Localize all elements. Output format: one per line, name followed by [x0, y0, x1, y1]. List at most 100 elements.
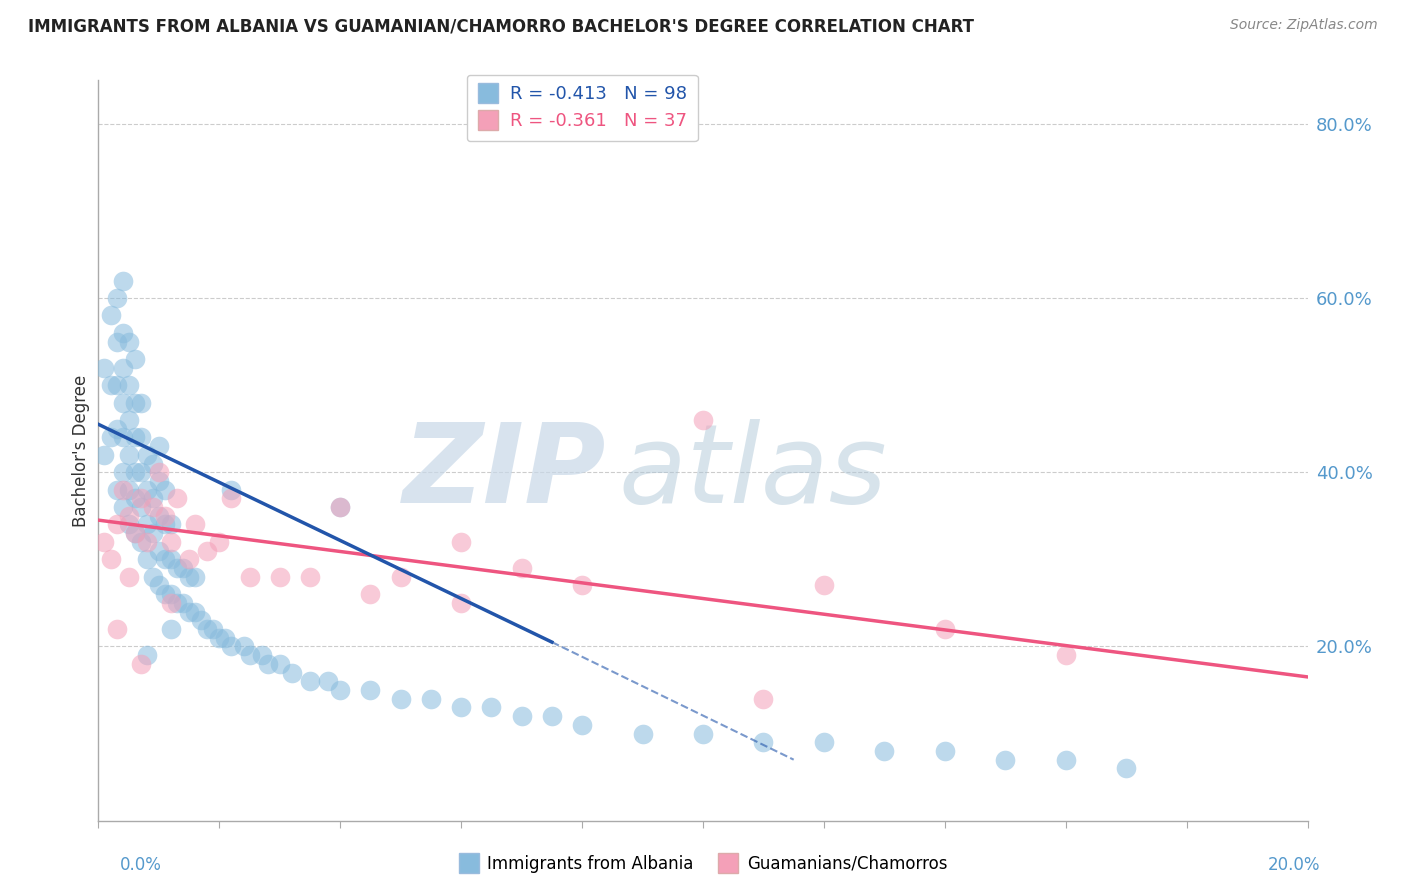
Legend: R = -0.413   N = 98, R = -0.361   N = 37: R = -0.413 N = 98, R = -0.361 N = 37 — [467, 75, 697, 141]
Point — [93, 535, 115, 549]
Point — [111, 483, 134, 497]
Point — [129, 430, 152, 444]
Point — [450, 700, 472, 714]
Point — [118, 483, 141, 497]
Point — [269, 657, 291, 671]
Point — [172, 561, 194, 575]
Point — [148, 543, 170, 558]
Point — [129, 535, 152, 549]
Point — [148, 578, 170, 592]
Point — [510, 561, 533, 575]
Point — [124, 491, 146, 506]
Point — [105, 334, 128, 349]
Point — [389, 570, 412, 584]
Point — [329, 683, 352, 698]
Point — [129, 491, 152, 506]
Point — [118, 508, 141, 523]
Point — [124, 465, 146, 479]
Point — [105, 378, 128, 392]
Point — [135, 648, 157, 662]
Point — [111, 274, 134, 288]
Point — [135, 483, 157, 497]
Point — [208, 631, 231, 645]
Point — [166, 596, 188, 610]
Point — [124, 395, 146, 409]
Point — [934, 622, 956, 636]
Point — [166, 491, 188, 506]
Point — [190, 613, 212, 627]
Point — [148, 474, 170, 488]
Point — [329, 500, 352, 514]
Point — [873, 744, 896, 758]
Point — [221, 640, 243, 654]
Point — [813, 578, 835, 592]
Point — [142, 457, 165, 471]
Point — [160, 552, 183, 566]
Point — [129, 465, 152, 479]
Point — [1054, 753, 1077, 767]
Point — [420, 691, 443, 706]
Point — [195, 543, 218, 558]
Point — [208, 535, 231, 549]
Point — [450, 535, 472, 549]
Point — [142, 500, 165, 514]
Text: 0.0%: 0.0% — [120, 855, 162, 873]
Point — [124, 526, 146, 541]
Point — [118, 413, 141, 427]
Point — [281, 665, 304, 680]
Point — [166, 561, 188, 575]
Point — [360, 587, 382, 601]
Point — [100, 430, 122, 444]
Point — [100, 378, 122, 392]
Point — [450, 596, 472, 610]
Point — [111, 326, 134, 340]
Point — [135, 552, 157, 566]
Point — [256, 657, 278, 671]
Point — [179, 552, 201, 566]
Legend: Immigrants from Albania, Guamanians/Chamorros: Immigrants from Albania, Guamanians/Cham… — [453, 848, 953, 880]
Point — [1054, 648, 1077, 662]
Point — [153, 587, 176, 601]
Point — [148, 439, 170, 453]
Point — [93, 360, 115, 375]
Point — [172, 596, 194, 610]
Point — [250, 648, 273, 662]
Point — [105, 291, 128, 305]
Point — [184, 570, 207, 584]
Point — [129, 500, 152, 514]
Point — [153, 508, 176, 523]
Point — [100, 552, 122, 566]
Point — [118, 517, 141, 532]
Text: 20.0%: 20.0% — [1267, 855, 1320, 873]
Point — [1115, 761, 1137, 775]
Point — [179, 605, 201, 619]
Point — [153, 483, 176, 497]
Point — [316, 674, 339, 689]
Point — [129, 395, 152, 409]
Point — [111, 360, 134, 375]
Point — [360, 683, 382, 698]
Point — [239, 648, 262, 662]
Point — [124, 430, 146, 444]
Point — [184, 517, 207, 532]
Point — [389, 691, 412, 706]
Point — [148, 465, 170, 479]
Point — [752, 735, 775, 749]
Point — [269, 570, 291, 584]
Point — [160, 535, 183, 549]
Point — [571, 578, 593, 592]
Point — [631, 726, 654, 740]
Point — [221, 491, 243, 506]
Point — [160, 517, 183, 532]
Point — [135, 517, 157, 532]
Point — [510, 709, 533, 723]
Point — [160, 596, 183, 610]
Point — [481, 700, 503, 714]
Point — [118, 334, 141, 349]
Point — [184, 605, 207, 619]
Point — [111, 430, 134, 444]
Point — [232, 640, 254, 654]
Point — [105, 422, 128, 436]
Point — [329, 500, 352, 514]
Point — [202, 622, 225, 636]
